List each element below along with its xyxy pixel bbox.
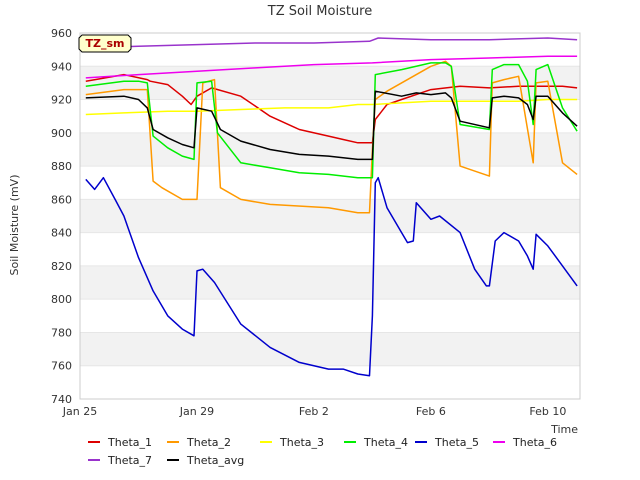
stamp-label: TZ_sm bbox=[86, 37, 125, 50]
x-axis-label: Time bbox=[550, 423, 578, 436]
grid-band bbox=[80, 332, 580, 366]
series-lines bbox=[85, 37, 578, 377]
grid-band bbox=[80, 265, 580, 300]
legend-item-theta-2: Theta_2 bbox=[167, 436, 231, 449]
legend-item-theta-3: Theta_3 bbox=[260, 436, 324, 449]
legend-label: Theta_5 bbox=[434, 436, 479, 449]
series-line-theta-7 bbox=[85, 37, 578, 49]
stamp-box bbox=[78, 34, 132, 53]
y-tick-label: 940 bbox=[51, 60, 72, 73]
series-line-theta-avg bbox=[85, 90, 578, 161]
legend-item-theta-avg: Theta_avg bbox=[167, 454, 244, 467]
x-tick-label: Feb 6 bbox=[416, 405, 446, 418]
legend-item-theta-6: Theta_6 bbox=[493, 436, 557, 449]
x-tick-label: Feb 2 bbox=[299, 405, 329, 418]
x-tick-label: Feb 10 bbox=[529, 405, 566, 418]
plot-frame bbox=[79, 32, 581, 400]
legend-label: Theta_1 bbox=[107, 436, 152, 449]
y-tick-label: 740 bbox=[51, 393, 72, 406]
y-tick-label: 820 bbox=[51, 260, 72, 273]
x-tick-label: Jan 25 bbox=[62, 405, 97, 418]
series-line-theta-4 bbox=[85, 62, 578, 179]
series-line-theta-6 bbox=[85, 55, 578, 79]
chart-title: TZ Soil Moisture bbox=[267, 4, 373, 19]
legend-item-theta-5: Theta_5 bbox=[415, 436, 479, 449]
y-tick-label: 880 bbox=[51, 160, 72, 173]
series-line-theta-5 bbox=[85, 176, 578, 377]
x-axis-ticks: Jan 25 Jan 29 Feb 2 Feb 6 Feb 10 bbox=[62, 405, 567, 418]
y-axis-ticks: 740 760 780 800 820 840 860 880 900 920 940 960 bbox=[51, 27, 72, 406]
y-tick-label: 920 bbox=[51, 94, 72, 107]
grid-band bbox=[80, 66, 580, 100]
y-tick-label: 760 bbox=[51, 360, 72, 373]
legend-item-theta-1: Theta_1 bbox=[88, 436, 152, 449]
x-tick-label: Jan 29 bbox=[179, 405, 214, 418]
legend-label: Theta_avg bbox=[186, 454, 244, 467]
station-stamp: TZ_sm bbox=[78, 34, 132, 53]
legend-label: Theta_4 bbox=[363, 436, 408, 449]
legend-label: Theta_7 bbox=[107, 454, 152, 467]
legend-label: Theta_2 bbox=[186, 436, 231, 449]
grid-band bbox=[80, 132, 580, 167]
y-tick-label: 780 bbox=[51, 326, 72, 339]
plot-bands bbox=[80, 32, 580, 400]
legend-item-theta-4: Theta_4 bbox=[344, 436, 408, 449]
y-axis-label: Soil Moisture (mV) bbox=[8, 175, 21, 276]
y-tick-label: 900 bbox=[51, 127, 72, 140]
legend: Theta_1 Theta_2 Theta_3 Theta_4 Theta_5 Theta… bbox=[88, 436, 557, 467]
legend-label: Theta_6 bbox=[512, 436, 557, 449]
series-line-theta-1 bbox=[85, 73, 578, 144]
grid-band bbox=[80, 199, 580, 233]
y-tick-label: 800 bbox=[51, 293, 72, 306]
y-tick-label: 840 bbox=[51, 227, 72, 240]
y-tick-label: 960 bbox=[51, 27, 72, 40]
y-tick-label: 860 bbox=[51, 193, 72, 206]
legend-item-theta-7: Theta_7 bbox=[88, 454, 152, 467]
series-line-theta-3 bbox=[85, 98, 578, 116]
legend-label: Theta_3 bbox=[279, 436, 324, 449]
